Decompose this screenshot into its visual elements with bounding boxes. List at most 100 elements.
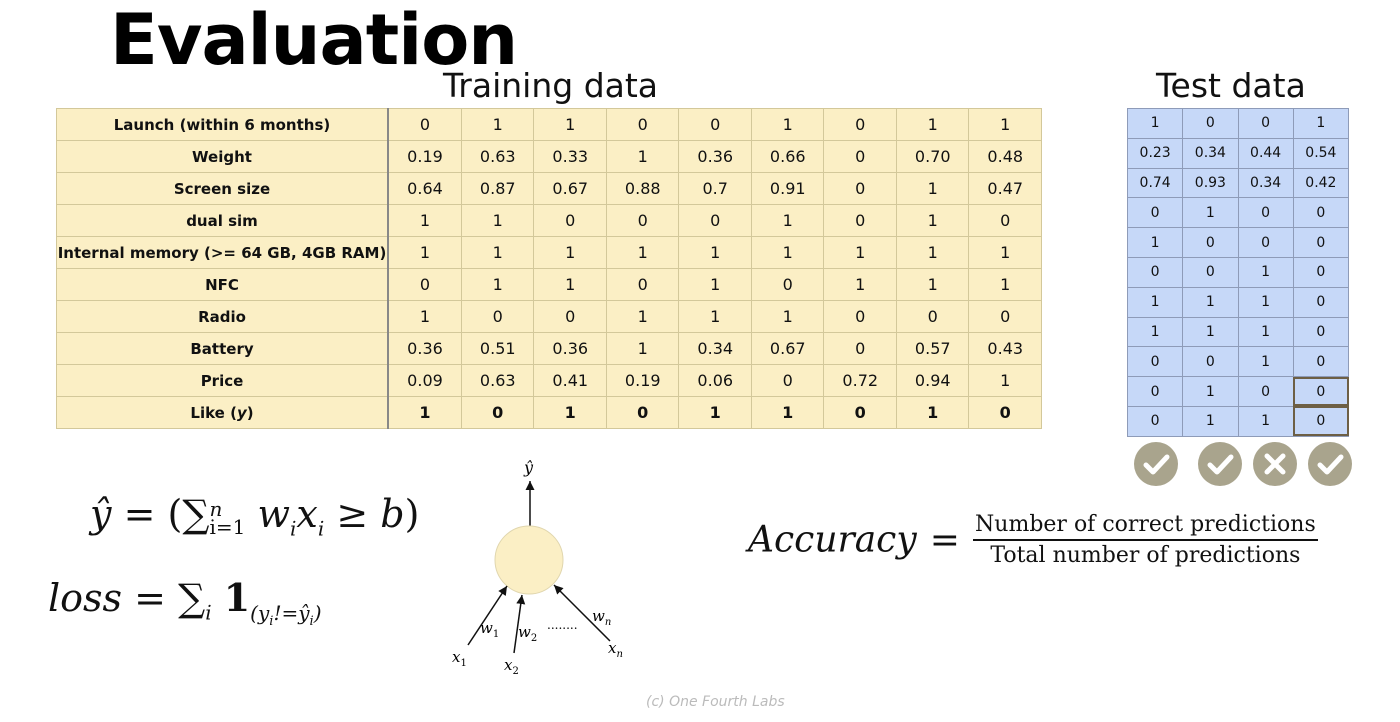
table-cell: 1 xyxy=(605,140,680,173)
test-data-heading: Test data xyxy=(1156,66,1306,105)
table-cell: 0 xyxy=(1237,227,1294,258)
row-label: Price xyxy=(56,364,389,397)
table-cell: 0.63 xyxy=(460,364,535,397)
table-cell: 0.93 xyxy=(1182,167,1239,199)
check-icon xyxy=(1198,442,1242,486)
table-cell: 0 xyxy=(1126,197,1184,229)
table-cell: 0 xyxy=(1292,346,1350,378)
table-cell: 1 xyxy=(460,236,535,269)
table-cell: 0.36 xyxy=(678,140,752,173)
row-label: Screen size xyxy=(56,172,389,205)
table-cell: 0 xyxy=(460,300,535,333)
table-cell: 1 xyxy=(678,396,752,429)
table-cell: 0 xyxy=(1292,256,1350,288)
page-title: Evaluation xyxy=(110,0,518,81)
table-cell: 0.33 xyxy=(533,140,607,173)
table-cell: 0.64 xyxy=(387,172,462,205)
table-cell: 0.87 xyxy=(460,172,535,205)
table-cell: 0.34 xyxy=(1182,137,1239,169)
training-row: Internal memory (>= 64 GB, 4GB RAM) 1 1 1 1 1… xyxy=(56,236,1042,269)
training-data-heading: Training data xyxy=(443,66,659,105)
table-cell: 1 xyxy=(460,268,535,301)
table-cell: 0 xyxy=(1126,256,1184,288)
input-1-label: x1 xyxy=(452,648,467,669)
table-cell: 0 xyxy=(968,204,1042,237)
training-row: dual sim 1 1 0 0 0 1 0 1 0 xyxy=(56,204,1042,237)
table-cell: 0 xyxy=(968,300,1042,333)
table-cell: 0 xyxy=(1237,197,1294,229)
table-cell: 0 xyxy=(823,332,897,365)
input-2-arrow xyxy=(513,594,526,654)
table-cell: 1 xyxy=(678,268,752,301)
neuron-node xyxy=(494,525,564,595)
table-cell: 1 xyxy=(895,172,970,205)
table-cell: 1 xyxy=(1126,108,1184,139)
table-cell: 1 xyxy=(968,236,1042,269)
training-row: Screen size 0.64 0.87 0.67 0.88 0.7 0.91 0 1 0.47 xyxy=(56,172,1042,205)
table-cell: 0.42 xyxy=(1292,167,1350,199)
table-cell: 0.34 xyxy=(1237,167,1294,199)
training-row: Radio 1 0 0 1 1 1 0 0 0 xyxy=(56,300,1042,333)
input-n-label: xn xyxy=(608,639,623,660)
row-label: Battery xyxy=(56,332,389,365)
table-cell: 1 xyxy=(387,204,462,237)
cross-icon xyxy=(1253,442,1297,486)
training-row: Launch (within 6 months) 0 1 1 0 0 1 0 1 1 xyxy=(56,108,1042,141)
table-cell: 1 xyxy=(968,108,1042,141)
table-cell: 1 xyxy=(1292,108,1350,139)
copyright-footer: (c) One Fourth Labs xyxy=(646,694,785,710)
table-cell: 0.41 xyxy=(533,364,607,397)
table-cell: 0 xyxy=(678,108,752,141)
table-cell: 1 xyxy=(895,204,970,237)
table-cell: 0 xyxy=(460,396,535,429)
table-cell: 1 xyxy=(1237,286,1294,318)
table-cell: 1 xyxy=(387,300,462,333)
table-cell: 1 xyxy=(1126,227,1184,258)
table-cell: 1 xyxy=(1182,376,1239,407)
table-cell: 1 xyxy=(605,332,680,365)
test-row: 0.74 0.93 0.34 0.42 xyxy=(1126,167,1350,199)
table-cell: 1 xyxy=(1237,256,1294,288)
table-cell: 1 xyxy=(1237,316,1294,348)
table-cell: 1 xyxy=(460,204,535,237)
table-cell: 0.54 xyxy=(1292,137,1350,169)
table-cell: 1 xyxy=(968,268,1042,301)
table-cell: 0 xyxy=(968,396,1042,429)
table-cell: 0 xyxy=(823,396,897,429)
check-icon xyxy=(1308,442,1352,486)
table-cell: 1 xyxy=(750,396,825,429)
table-cell: 1 xyxy=(678,300,752,333)
table-cell: 0.57 xyxy=(895,332,970,365)
prediction-equation: ŷ = (∑ n i=1 wixi ≥ b) xyxy=(90,492,420,541)
table-cell: 1 xyxy=(460,108,535,141)
table-cell: 1 xyxy=(895,108,970,141)
table-cell: 0 xyxy=(1292,405,1350,437)
table-cell: 1 xyxy=(968,364,1042,397)
table-cell: 0 xyxy=(387,268,462,301)
table-cell: 0 xyxy=(1182,227,1239,258)
weight-2-label: w2 xyxy=(518,623,537,644)
table-cell: 0 xyxy=(605,268,680,301)
table-cell: 0.09 xyxy=(387,364,462,397)
table-cell: 1 xyxy=(1182,286,1239,318)
table-cell: 0 xyxy=(823,140,897,173)
training-row: NFC 0 1 1 0 1 0 1 1 1 xyxy=(56,268,1042,301)
table-cell: 0 xyxy=(823,204,897,237)
table-cell: 0.7 xyxy=(678,172,752,205)
table-cell: 1 xyxy=(533,396,607,429)
table-cell: 0.67 xyxy=(750,332,825,365)
table-cell: 0 xyxy=(605,396,680,429)
table-cell: 1 xyxy=(1237,405,1294,437)
table-cell: 0 xyxy=(533,300,607,333)
table-cell: 1 xyxy=(823,268,897,301)
table-cell: 0.47 xyxy=(968,172,1042,205)
table-cell: 0.19 xyxy=(605,364,680,397)
table-cell: 1 xyxy=(533,108,607,141)
table-cell: 0 xyxy=(895,300,970,333)
table-cell: 1 xyxy=(750,236,825,269)
table-cell: 0 xyxy=(1237,108,1294,139)
